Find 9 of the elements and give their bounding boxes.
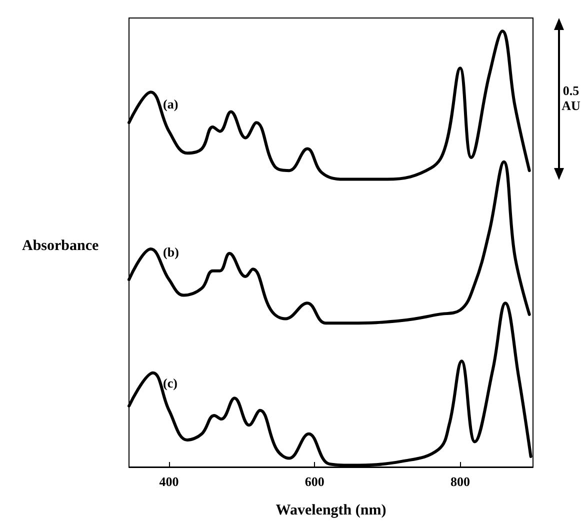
x-axis-title: Wavelength (nm) <box>276 502 386 518</box>
y-axis-title: Absorbance <box>22 238 100 254</box>
text: 0.5 AU <box>562 83 581 113</box>
x-tick-label: 400 <box>159 474 179 489</box>
series-label: (a) <box>163 96 178 112</box>
x-tick-label: 600 <box>304 474 324 489</box>
x-tick-label: 800 <box>450 474 470 489</box>
series-label: (b) <box>163 244 179 260</box>
series-label: (c) <box>163 375 178 390</box>
